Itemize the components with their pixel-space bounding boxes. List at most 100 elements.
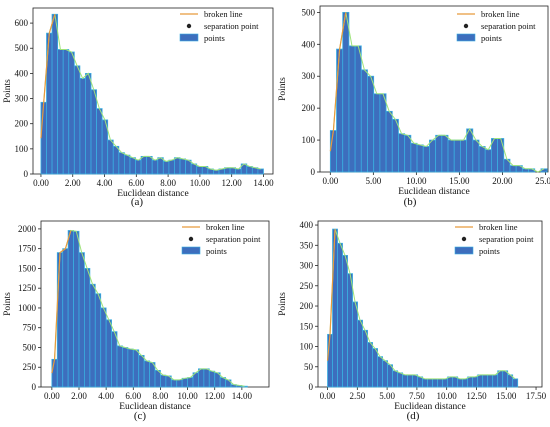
x-tick-label: 5.00 [365, 176, 381, 186]
bar [422, 378, 429, 388]
legend-label-broken-line: broken line [481, 9, 520, 19]
bar [257, 168, 264, 175]
legend-label-separation-point: separation point [204, 21, 259, 31]
bar [478, 146, 486, 173]
bar [105, 319, 112, 388]
bar [360, 69, 368, 173]
bar [422, 146, 430, 173]
bar [162, 161, 170, 175]
chart-panel-a: 0 100 200 300 400 500 600 0.00 2.00 4.00 6.00 8.00 1… [0, 0, 275, 213]
bar [140, 155, 148, 175]
bar [146, 155, 153, 175]
bar [404, 134, 412, 173]
y-tick-label: 350 [300, 240, 314, 250]
legend-label-separation-point: separation point [481, 21, 536, 31]
x-tick-label: 17.50 [526, 391, 547, 401]
bar [452, 376, 459, 388]
bar [497, 138, 505, 173]
bar [336, 48, 344, 173]
bar [174, 157, 181, 175]
x-axis-label: Euclidean distance [394, 402, 465, 412]
bar [348, 45, 356, 173]
bar [392, 370, 398, 388]
bar [181, 377, 188, 388]
bar [62, 49, 70, 175]
legend-bar-swatch [179, 33, 199, 42]
bar [362, 329, 368, 388]
bar [387, 364, 393, 388]
bar [90, 89, 97, 175]
y-tick-label: 300 [302, 71, 316, 81]
bar [462, 378, 469, 388]
legend-label-broken-line: broken line [206, 222, 245, 232]
bar [107, 139, 114, 175]
legend-bar-swatch [456, 33, 476, 42]
chart-panel-d: 0 50 100 150 200 250 300 350 400 0.00 2.50 5.00 7.50… [275, 213, 550, 426]
bar [402, 374, 408, 388]
bar [354, 45, 362, 173]
bar [196, 166, 203, 175]
y-tick-label: 250 [300, 281, 314, 291]
bar [460, 139, 468, 173]
bar [487, 374, 494, 388]
envelope-line [329, 228, 516, 380]
x-tick-label: 0.00 [320, 391, 336, 401]
legend-bar-swatch [181, 246, 201, 255]
bar [94, 293, 102, 388]
y-axis-label: Points [278, 77, 288, 101]
bar [185, 159, 192, 175]
x-axis-label: Euclidean distance [398, 187, 469, 197]
x-tick-label: 0.00 [33, 178, 49, 188]
x-tick-label: 8.00 [160, 178, 176, 188]
legend-label-points: points [206, 246, 227, 256]
bar [116, 345, 123, 388]
y-tick-label: 400 [300, 220, 314, 230]
bar [132, 349, 140, 388]
bar [412, 374, 419, 388]
bar [429, 139, 437, 173]
y-tick-label: 500 [23, 342, 37, 352]
broken-line [51, 230, 72, 374]
y-tick-label: 100 [15, 144, 29, 154]
chart-a-svg: 0 100 200 300 400 500 600 0.00 2.00 4.00 6.00 8.00 1… [3, 7, 274, 199]
y-tick-label: 2000 [18, 224, 37, 234]
y-tick-label: 50 [304, 362, 314, 372]
y-tick-label: 200 [300, 301, 314, 311]
x-axis-label: Euclidean distance [117, 189, 188, 199]
y-tick-label: 1250 [18, 283, 37, 293]
bar [367, 342, 373, 388]
bar [447, 376, 454, 388]
legend-label-separation-point: separation point [206, 234, 261, 244]
bar [96, 108, 103, 175]
x-tick-label: 10.00 [406, 176, 427, 186]
y-tick-label: 400 [15, 68, 29, 78]
chart-d-svg: 0 50 100 150 200 250 300 350 400 0.00 2.50 5.00 7.50… [278, 220, 547, 412]
bar [509, 165, 517, 173]
x-tick-label: 6.00 [125, 391, 141, 401]
x-tick-label: 14.00 [253, 178, 274, 188]
bar [385, 110, 393, 173]
chart-b-svg: 0 100 200 300 400 500 0.00 5.00 10.00 15.00 20.00 2… [278, 5, 550, 197]
bar [447, 139, 455, 173]
chart-panel-b: 0 100 200 300 400 500 0.00 5.00 10.00 15.00 20.00 2… [275, 0, 550, 213]
x-tick-label: 6.00 [128, 178, 144, 188]
x-tick-label: 4.00 [97, 178, 113, 188]
chart-c-svg: 0 250 500 750 1000 1250 1500 1750 2000 0.00 2.00 4.… [3, 220, 270, 412]
bar [203, 368, 210, 388]
legend-label-broken-line: broken line [204, 9, 243, 19]
bar [68, 51, 75, 175]
bar [397, 372, 403, 388]
bar [427, 378, 434, 388]
bar [512, 378, 519, 388]
bar [112, 145, 120, 175]
chart-a-caption: (a) [130, 196, 144, 208]
y-tick-label: 500 [302, 7, 316, 17]
bar [407, 374, 414, 388]
x-tick-label: 15.00 [449, 176, 470, 186]
bar [138, 354, 145, 388]
bar [329, 130, 337, 173]
bar [417, 376, 424, 388]
bar [342, 255, 348, 388]
x-tick-label: 8.00 [153, 391, 169, 401]
bar [122, 347, 129, 388]
